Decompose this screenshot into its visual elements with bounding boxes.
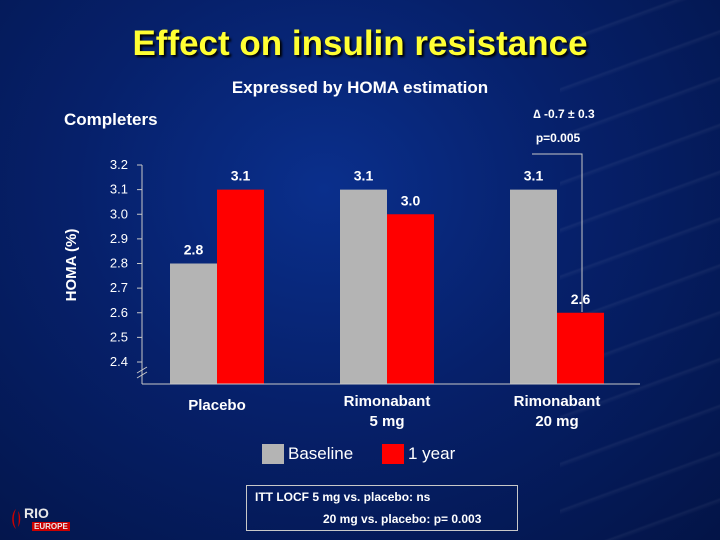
- category-label: Rimonabant 5 mg: [344, 393, 431, 430]
- delta-annotation: ∆ -0.7 ± 0.3: [533, 107, 595, 121]
- category-label: Placebo: [188, 397, 246, 414]
- y-tick-label: 2.7: [110, 280, 128, 295]
- y-tick-label: 3.0: [110, 206, 128, 221]
- legend-swatch-baseline: [262, 444, 284, 464]
- legend-baseline: Baseline: [262, 442, 353, 466]
- homa-bar-chart: 2.4 2.5 2.6 2.7 2.8 2.9 3.0 3.1 3.2 2.8 3.1 3.1 3.1…: [63, 107, 640, 430]
- footnote-line-2: 20 mg vs. placebo: p= 0.003: [323, 512, 482, 526]
- axis-break-mark: [136, 366, 148, 374]
- logo-mark-icon: [12, 509, 21, 529]
- p-value-annotation: p=0.005: [536, 131, 581, 145]
- y-axis: 2.4 2.5 2.6 2.7 2.8 2.9 3.0 3.1 3.2: [110, 157, 148, 384]
- logo-name: RIO: [24, 505, 49, 521]
- bar: [217, 189, 264, 384]
- category-label-line: 20 mg: [535, 413, 578, 430]
- data-label: 3.1: [354, 168, 374, 184]
- legend-label-one-year: 1 year: [408, 444, 456, 463]
- data-label: 2.8: [184, 242, 204, 258]
- bar: [510, 189, 557, 384]
- bars: [170, 189, 604, 384]
- y-axis-label: HOMA (%): [63, 229, 80, 302]
- completers-label: Completers: [64, 110, 158, 129]
- rio-europe-logo: RIO EUROPE: [10, 505, 70, 535]
- data-label: 2.6: [571, 291, 591, 307]
- footnote-line-1: ITT LOCF 5 mg vs. placebo: ns: [255, 490, 431, 504]
- data-label: 3.1: [231, 168, 251, 184]
- legend-one-year: 1 year: [382, 442, 455, 466]
- data-label: 3.0: [401, 192, 421, 208]
- bar: [387, 214, 434, 384]
- slide-subtitle: Expressed by HOMA estimation: [231, 78, 489, 97]
- y-tick-label: 3.2: [110, 157, 128, 172]
- legend-label-baseline: Baseline: [288, 444, 354, 463]
- axis-break-mark: [136, 371, 148, 379]
- x-axis: Placebo Rimonabant 5 mg Rimonabant 20 mg: [142, 383, 640, 430]
- category-label: Rimonabant 20 mg: [514, 393, 601, 430]
- data-labels: 2.8 3.1 3.1 3.1 3.0 2.6: [184, 168, 591, 307]
- logo-region: EUROPE: [32, 522, 70, 531]
- y-tick-label: 2.4: [110, 354, 128, 369]
- slide-title: Effect on insulin resistance: [132, 24, 588, 63]
- data-label: 3.1: [524, 168, 544, 184]
- bar: [170, 263, 217, 384]
- footnote-box: ITT LOCF 5 mg vs. placebo: ns 20 mg vs. …: [246, 485, 518, 531]
- y-tick-label: 2.8: [110, 256, 128, 271]
- category-label-line: Placebo: [188, 397, 246, 414]
- legend-swatch-one-year: [382, 444, 404, 464]
- y-tick-label: 2.9: [110, 231, 128, 246]
- category-label-line: Rimonabant: [344, 393, 431, 410]
- category-label-line: Rimonabant: [514, 393, 601, 410]
- bar: [557, 312, 604, 384]
- bar: [340, 189, 387, 384]
- y-tick-label: 3.1: [110, 182, 128, 197]
- category-label-line: 5 mg: [369, 413, 404, 430]
- bracket-line: [532, 153, 583, 312]
- y-tick-label: 2.6: [110, 305, 128, 320]
- y-tick-label: 2.5: [110, 329, 128, 344]
- significance-bracket: ∆ -0.7 ± 0.3 p=0.005: [532, 107, 595, 312]
